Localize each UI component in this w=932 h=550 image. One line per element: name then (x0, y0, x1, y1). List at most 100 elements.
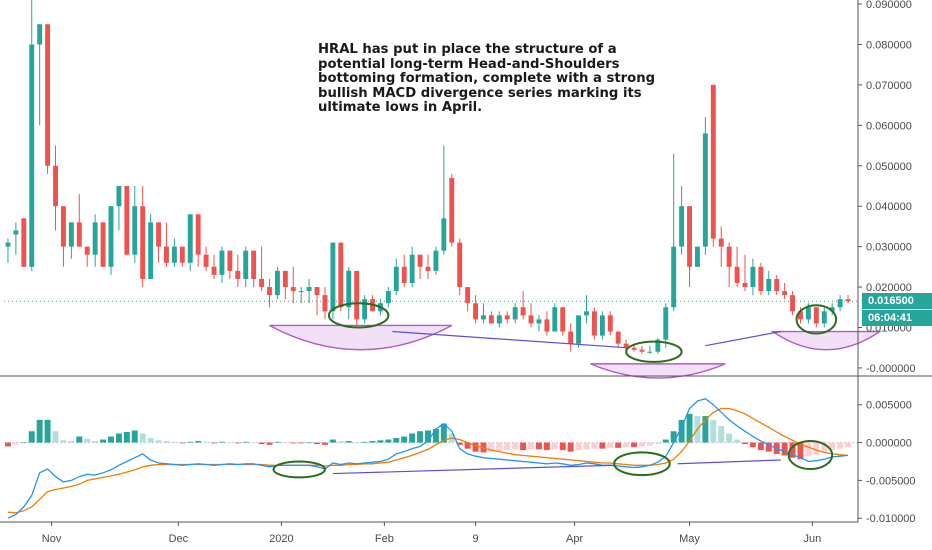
candle-body (647, 351, 653, 353)
candle-body (782, 291, 788, 296)
candle (148, 214, 154, 279)
candle (108, 206, 114, 275)
candle (354, 270, 360, 328)
candle-body (417, 254, 423, 267)
candle (790, 291, 796, 316)
macd-histogram-bar (163, 441, 170, 443)
macd-histogram-bar (710, 419, 717, 443)
candle (726, 242, 732, 288)
candle-body (481, 315, 486, 320)
macd-histogram-bar (615, 442, 622, 448)
candle (409, 246, 415, 288)
candle-body (306, 287, 312, 292)
macd-histogram-bar (258, 442, 265, 445)
candle (496, 311, 502, 328)
candle (655, 337, 661, 354)
price-tick-label: 0.090000 (866, 0, 912, 11)
candle-body (449, 177, 455, 243)
candle (829, 303, 835, 316)
candle (774, 274, 780, 296)
candle (298, 287, 304, 304)
macd-histogram-bar (409, 433, 416, 443)
candle (441, 145, 447, 255)
macd-histogram-bar (52, 431, 59, 443)
candle (718, 226, 724, 267)
macd-histogram-bar (123, 431, 130, 443)
low-highlight-ellipse (795, 304, 838, 335)
macd-divergence-trendline (332, 464, 615, 475)
macd-histogram-bar (639, 442, 645, 447)
macd-histogram-bar (702, 416, 709, 443)
candle-body (726, 246, 732, 267)
macd-histogram-bar (393, 438, 400, 443)
macd-histogram-bar (678, 419, 685, 443)
candle-body (584, 311, 589, 316)
candle (734, 246, 740, 288)
macd-histogram-bar (432, 428, 439, 443)
macd-histogram-bar (322, 442, 328, 445)
price-tick-label: 0.080000 (866, 39, 912, 51)
candle (267, 278, 272, 308)
candle (362, 295, 368, 324)
candle-body (837, 299, 843, 308)
candle (60, 206, 66, 267)
candle-body (465, 287, 471, 304)
candle-body (385, 291, 391, 304)
macd-signal-line (7, 407, 849, 514)
low-highlight-ellipse (327, 302, 390, 329)
candle (282, 270, 288, 300)
candle (481, 303, 486, 324)
macd-histogram-bar (726, 433, 733, 443)
macd-divergence-trendline (677, 459, 781, 465)
candle-body (718, 238, 724, 247)
candle-body (805, 307, 811, 320)
candle (171, 238, 177, 267)
macd-histogram-bar (139, 433, 146, 443)
candle-body (5, 242, 11, 247)
candle-body (758, 266, 764, 292)
time-tick-label: Nov (42, 533, 62, 545)
macd-histogram-bar (670, 431, 677, 443)
macd-histogram-bar (274, 441, 281, 443)
candle (758, 262, 764, 296)
candle (663, 303, 669, 348)
candle-body (425, 266, 431, 271)
shoulder-arc (590, 363, 726, 379)
candle-body (37, 24, 43, 45)
macd-histogram-bar (567, 442, 574, 452)
candle-body (591, 311, 597, 336)
macd-histogram-bar (115, 433, 122, 443)
candle-body (845, 299, 851, 302)
candle (607, 311, 613, 336)
candle (671, 153, 677, 312)
time-tick-label: 9 (472, 533, 478, 545)
macd-histogram-bar (329, 439, 336, 443)
candle (322, 287, 328, 320)
macd-histogram-bar (496, 442, 503, 451)
macd-histogram-bar (781, 442, 788, 456)
macd-tick-label: -0.005000 (866, 475, 916, 487)
time-tick-label: Dec (169, 533, 189, 545)
candle-body (568, 331, 574, 344)
macd-histogram-bar (337, 441, 344, 443)
candle (164, 222, 169, 267)
candle (37, 24, 43, 126)
macd-histogram-bar (385, 439, 392, 443)
candle-body (607, 315, 613, 332)
candle (552, 303, 558, 332)
macd-histogram-bar (60, 440, 67, 443)
macd-histogram-bar (440, 423, 447, 443)
price-tick-label: -0.000000 (866, 363, 916, 375)
candle (227, 250, 233, 279)
candle-body (219, 250, 225, 275)
macd-histogram-bar (179, 442, 186, 444)
candle (187, 214, 193, 271)
candle (750, 258, 756, 296)
macd-histogram-bar (369, 441, 376, 443)
candle-body (282, 270, 288, 288)
candle-body (13, 230, 19, 235)
candle-body (544, 319, 550, 332)
macd-histogram-bar (290, 442, 297, 444)
candle (259, 246, 265, 292)
candle (488, 311, 494, 324)
